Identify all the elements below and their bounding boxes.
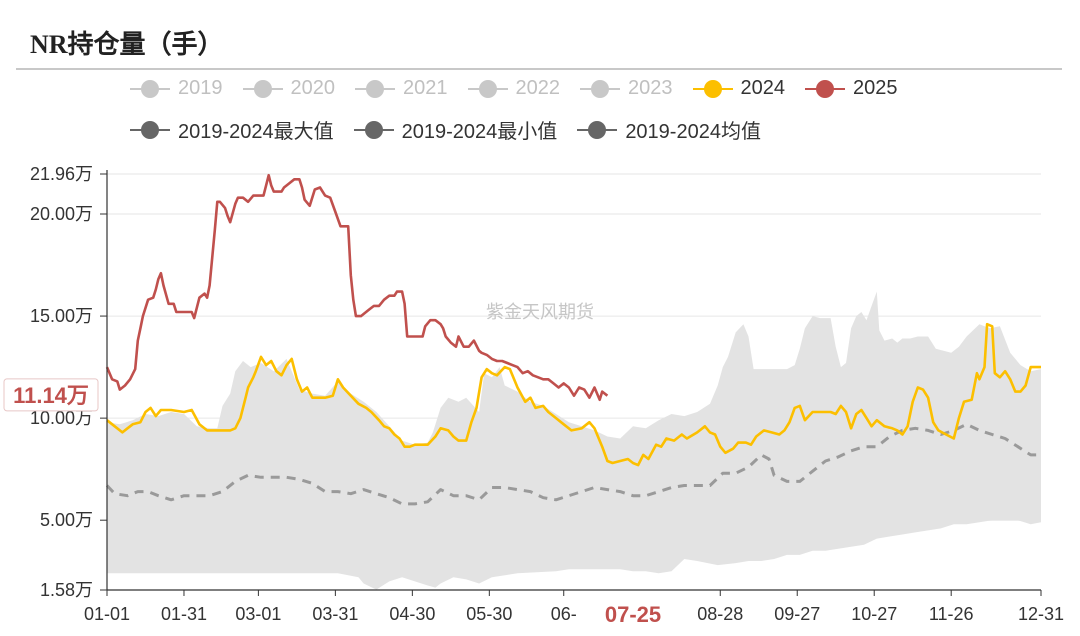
y-highlight-bg [3,378,99,412]
legend-label: 2024 [740,77,786,99]
y-highlight-label: 11.14万 [13,383,89,408]
chart-title: NR持仓量（手） [30,30,224,59]
legend-marker-icon [128,119,172,141]
x-tick-label: 06- [551,604,577,624]
x-tick-label: 03-01 [235,604,281,624]
legend-row-years: 2019 2020 2021 2022 2023 2024 2025 [128,77,916,100]
x-tick-label: 01-31 [161,604,207,624]
legend-label: 2019-2024最小值 [401,121,558,143]
legend-label: 2020 [290,77,336,99]
legend-label: 2021 [403,77,448,99]
x-tick-label: 04-30 [389,604,435,624]
legend-row-stats: 2019-2024最大值 2019-2024最小值 2019-2024均值 [128,115,779,144]
legend-marker-icon [691,78,735,100]
legend-item-2025[interactable]: 2025 [803,77,898,100]
x-tick-label: 05-30 [466,604,512,624]
series-layer [105,173,1041,506]
x-tick-label: 11-26 [929,604,974,624]
legend-item-2019-2024最小值[interactable]: 2019-2024最小值 [352,115,558,144]
x-highlight-bg [595,598,672,630]
y-tick-label: 5.00万 [40,510,93,530]
legend-label: 2019 [178,77,223,99]
legend-label: 2023 [628,77,673,99]
legend-marker-icon [353,78,397,100]
x-highlight-label: 07-25 [605,602,661,627]
legend-marker-icon [578,78,622,100]
legend-item-2024[interactable]: 2024 [691,77,786,100]
legend-item-2020[interactable]: 2020 [241,77,336,100]
legend-label: 2025 [853,77,898,99]
legend-marker-icon [241,78,285,100]
legend-item-2023[interactable]: 2023 [578,77,673,100]
x-tick-label: 03-31 [312,604,358,624]
legend-item-2022[interactable]: 2022 [466,77,561,100]
axis-layer: 1.58万 5.00万 10.00万 15.00万 20.00万 21.96万 01-01 0… [3,164,1064,630]
x-tick-label: 01-01 [84,604,130,624]
y-tick-label: 20.00万 [30,204,93,224]
y-tick-label: 1.58万 [40,580,93,600]
series-line-2025 [105,173,609,402]
legend-item-2019-2024均值[interactable]: 2019-2024均值 [575,115,761,144]
legend-label: 2019-2024均值 [625,121,761,143]
x-tick-label: 12-31 [1018,604,1064,624]
legend-item-2019-2024最大值[interactable]: 2019-2024最大值 [128,115,334,144]
legend-label: 2019-2024最大值 [178,121,334,143]
watermark: 紫金天风期货 [486,302,594,322]
legend-item-2019[interactable]: 2019 [128,77,223,100]
x-tick-label: 10-27 [851,604,897,624]
legend-label: 2022 [515,77,561,99]
title-divider [16,68,1062,70]
y-tick-label: 10.00万 [30,408,93,428]
x-tick-label: 09-27 [774,604,820,624]
series-area-min-max-band [107,291,1041,590]
min-max-band-layer [107,291,1041,590]
legend-item-2021[interactable]: 2021 [353,77,448,100]
legend-marker-icon [575,119,619,141]
x-tick-label: 08-28 [697,604,743,624]
y-tick-label: 15.00万 [30,306,93,326]
legend-marker-icon [466,78,510,100]
legend-marker-icon [128,78,172,100]
legend-marker-icon [352,119,396,141]
y-tick-label: 21.96万 [30,164,93,184]
series-line-2019-2024均值 [105,422,1041,506]
legend-marker-icon [803,78,847,100]
series-line-2024 [106,322,1041,467]
